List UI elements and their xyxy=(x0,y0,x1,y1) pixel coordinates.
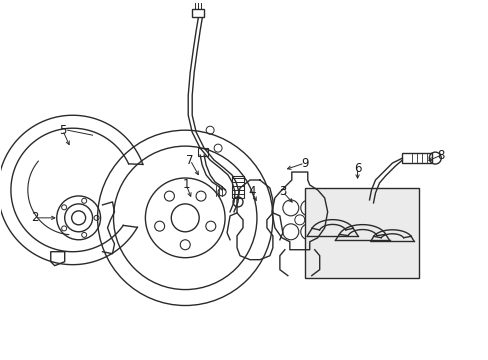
Bar xyxy=(192,9,203,17)
Text: 8: 8 xyxy=(437,149,444,162)
Bar xyxy=(402,153,431,163)
Text: 5: 5 xyxy=(59,124,66,137)
Text: 3: 3 xyxy=(279,185,286,198)
Bar xyxy=(304,188,419,278)
Text: 1: 1 xyxy=(182,179,189,192)
Bar xyxy=(232,176,244,198)
Text: 6: 6 xyxy=(353,162,361,175)
Text: 9: 9 xyxy=(301,157,308,170)
Text: 7: 7 xyxy=(186,154,194,167)
Bar xyxy=(198,148,208,156)
Text: 2: 2 xyxy=(31,211,39,224)
Text: 4: 4 xyxy=(248,185,255,198)
